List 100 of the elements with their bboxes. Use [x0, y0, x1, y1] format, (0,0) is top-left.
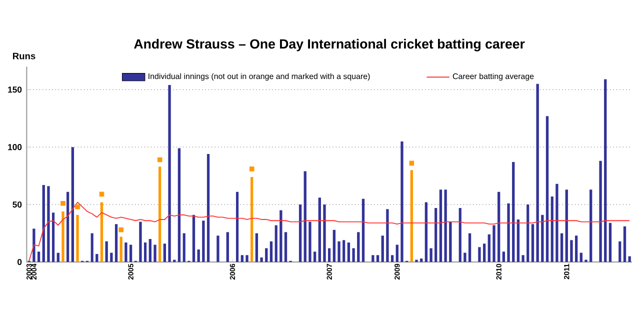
y-tick-label: 100	[8, 144, 22, 150]
bar	[347, 242, 350, 262]
bar	[202, 220, 205, 262]
bar	[280, 210, 282, 262]
bar	[410, 170, 413, 262]
bar	[362, 198, 365, 262]
bar	[396, 244, 398, 262]
bar	[604, 79, 607, 262]
bar	[565, 190, 568, 262]
bar	[260, 257, 263, 262]
bar	[618, 241, 622, 262]
bar	[580, 252, 582, 262]
bar	[478, 247, 481, 262]
point	[75, 204, 80, 210]
bar	[550, 196, 554, 262]
bar	[124, 242, 128, 262]
bar	[56, 252, 60, 262]
bar	[37, 252, 40, 262]
bar	[541, 214, 544, 262]
bar	[255, 233, 258, 262]
bar	[246, 255, 248, 262]
bar	[100, 202, 104, 262]
bar	[313, 252, 316, 262]
bar	[110, 252, 113, 262]
bar	[154, 244, 156, 262]
bar	[47, 186, 50, 262]
bar	[458, 208, 462, 262]
bar	[270, 241, 273, 262]
bar	[236, 192, 239, 262]
bar	[76, 214, 79, 262]
bar	[96, 254, 98, 262]
bar	[66, 192, 70, 262]
y-tick-label: 0	[18, 258, 22, 266]
bar	[120, 236, 122, 262]
bar	[386, 209, 389, 262]
bar	[226, 232, 229, 262]
bar	[444, 190, 447, 262]
bar	[574, 236, 578, 262]
bar	[323, 204, 326, 262]
point	[118, 227, 124, 232]
bar	[182, 233, 186, 262]
bar	[318, 198, 321, 262]
bar	[192, 214, 196, 262]
bar	[492, 225, 496, 262]
bar	[608, 222, 612, 262]
bar	[338, 241, 340, 262]
bar	[144, 242, 147, 262]
bar	[42, 185, 45, 262]
bar	[434, 208, 438, 262]
bar	[308, 222, 312, 262]
bar	[52, 212, 55, 262]
point	[60, 201, 66, 206]
bar	[420, 258, 423, 262]
bar	[139, 222, 142, 262]
bar	[464, 252, 466, 262]
bar	[178, 148, 181, 262]
bar	[531, 224, 534, 262]
chart-title: Andrew Strauss – One Day International cricket batting career	[134, 38, 525, 52]
bar	[148, 239, 152, 262]
bar	[590, 190, 592, 262]
bar	[482, 244, 486, 262]
bar	[274, 225, 278, 262]
y-tick-label: 50	[12, 202, 22, 208]
bar	[197, 249, 200, 262]
bar	[304, 171, 306, 262]
bar	[498, 192, 500, 262]
bar	[250, 176, 254, 262]
bar	[332, 230, 336, 262]
bar	[284, 232, 288, 262]
bar	[570, 240, 573, 262]
bar	[105, 241, 108, 262]
point	[249, 166, 254, 172]
bar	[546, 116, 549, 262]
y-tick-label: 150	[8, 86, 22, 93]
bar	[430, 248, 432, 262]
bar	[381, 236, 384, 262]
bar	[352, 248, 355, 262]
bar	[265, 248, 268, 262]
bar	[216, 236, 220, 262]
bar	[449, 222, 452, 262]
bar	[516, 219, 520, 262]
bar	[526, 204, 530, 262]
point	[409, 160, 414, 166]
bar	[390, 255, 394, 262]
bar	[599, 160, 602, 262]
bar	[357, 232, 360, 262]
bar	[507, 203, 510, 262]
point	[99, 192, 104, 197]
bar	[114, 224, 118, 262]
bar	[163, 244, 166, 262]
bar	[376, 255, 380, 262]
bar	[424, 202, 428, 262]
bar	[522, 255, 524, 262]
bar	[206, 154, 210, 262]
bar	[71, 147, 74, 262]
bar	[298, 204, 302, 262]
bar	[129, 244, 132, 262]
bar	[536, 84, 539, 262]
point	[157, 157, 162, 162]
bar	[32, 228, 36, 262]
